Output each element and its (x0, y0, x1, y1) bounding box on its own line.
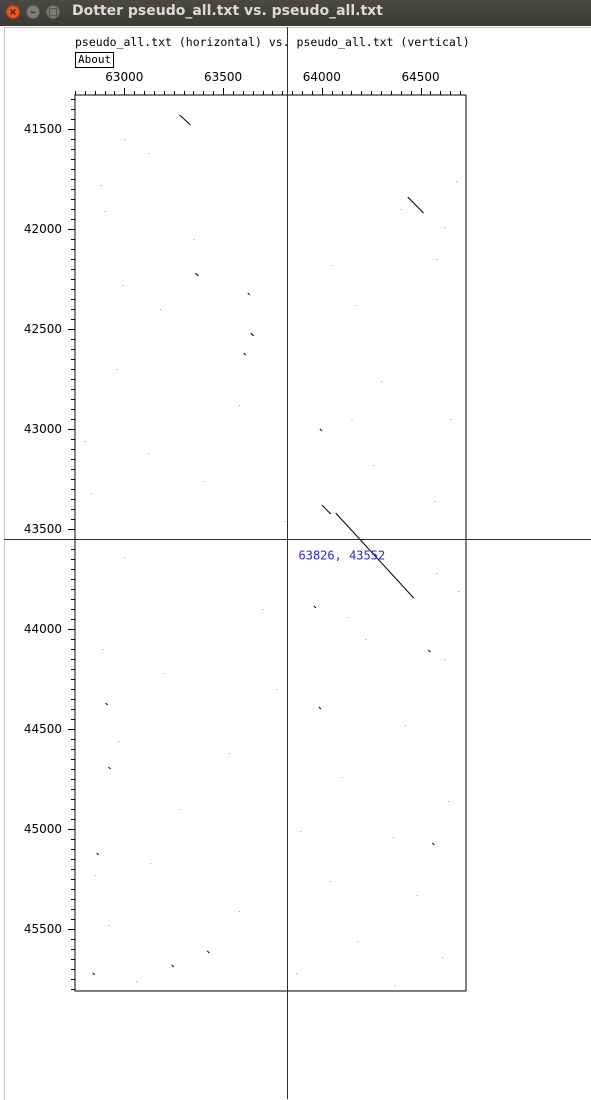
dot-point (84, 441, 86, 442)
dot-point (355, 305, 357, 306)
x-tick-label: 64000 (303, 70, 341, 84)
dot-point (456, 181, 458, 182)
dot-point (373, 465, 375, 466)
dot-point (404, 725, 406, 726)
match-segment (319, 428, 323, 432)
dot-point (347, 617, 349, 618)
match-segment (171, 964, 175, 968)
dot-point (300, 831, 302, 832)
dot-point (108, 925, 110, 926)
dot-point (203, 481, 205, 482)
match-segment (313, 605, 317, 609)
match-segment (243, 352, 247, 356)
dot-point (357, 941, 359, 942)
dot-point (392, 837, 394, 838)
y-tick-label: 41500 (24, 122, 62, 136)
dot-point (296, 973, 298, 974)
y-tick-label: 43000 (24, 422, 62, 436)
sequence-description: pseudo_all.txt (horizontal) vs. pseudo_a… (75, 35, 470, 49)
crosshair-coordinates: 63826, 43552 (299, 549, 386, 563)
dot-point (238, 405, 240, 406)
dot-point (448, 801, 450, 802)
match-segment (206, 950, 210, 954)
dot-point (284, 521, 286, 522)
match-segment (105, 702, 108, 706)
dot-point (104, 211, 106, 212)
x-tick-label: 63500 (204, 70, 242, 84)
dot-point (351, 419, 353, 420)
y-tick-label: 42000 (24, 222, 62, 236)
maximize-icon[interactable]: □ (46, 5, 60, 19)
dot-point (381, 381, 383, 382)
dot-point (262, 609, 264, 610)
dot-point (159, 309, 161, 310)
dot-point (444, 227, 446, 228)
dot-point (434, 501, 436, 502)
close-icon[interactable]: × (6, 5, 20, 19)
match-segment (318, 706, 322, 710)
dot-point (331, 265, 333, 266)
match-segment (96, 852, 100, 856)
match-segment (92, 972, 96, 976)
plot-frame (74, 94, 467, 992)
dot-point (90, 493, 92, 494)
window-title: Dotter pseudo_all.txt vs. pseudo_all.txt (72, 3, 383, 19)
match-segment (432, 842, 435, 846)
match-segment (428, 649, 431, 653)
about-button[interactable]: About (75, 52, 115, 68)
y-tick-label: 42500 (24, 322, 62, 336)
y-tick-label: 43500 (24, 522, 62, 536)
match-segment (321, 504, 332, 515)
y-tick-label: 44500 (24, 722, 62, 736)
dot-point (416, 895, 418, 896)
match-segment (179, 114, 191, 126)
dotplot-panel (4, 27, 591, 1100)
dot-point (136, 981, 138, 982)
dot-point (341, 777, 343, 778)
dot-point (124, 557, 126, 558)
dot-point (118, 741, 120, 742)
y-tick-label: 45000 (24, 822, 62, 836)
dot-point (148, 153, 150, 154)
dot-point (163, 673, 165, 674)
dot-point (450, 419, 452, 420)
dot-point (148, 453, 150, 454)
dot-point (458, 591, 460, 592)
dot-point (444, 659, 446, 660)
dot-point (179, 809, 181, 810)
match-segment (108, 766, 111, 770)
dot-point (238, 911, 240, 912)
match-segment (247, 292, 251, 296)
dot-point (94, 875, 96, 876)
minimize-icon[interactable]: – (26, 5, 40, 19)
dot-point (193, 239, 195, 240)
dot-point (116, 369, 118, 370)
dot-point (102, 649, 104, 650)
dot-point (150, 863, 152, 864)
x-tick-label: 64500 (401, 70, 439, 84)
dot-point (100, 185, 102, 186)
dot-point (442, 957, 444, 958)
dot-point (122, 285, 124, 286)
dot-point (124, 139, 126, 140)
match-segment (195, 272, 199, 277)
match-segment (407, 196, 424, 214)
dot-point (229, 753, 231, 754)
dot-point (365, 639, 367, 640)
y-tick-label: 44000 (24, 622, 62, 636)
match-segment (250, 332, 255, 337)
dot-point (436, 259, 438, 260)
x-tick-label: 63000 (105, 70, 143, 84)
dot-point (400, 209, 402, 210)
dot-point (329, 881, 331, 882)
match-segment (335, 512, 415, 599)
y-tick-label: 45500 (24, 922, 62, 936)
dot-point (436, 573, 438, 574)
dot-point (394, 985, 396, 986)
title-bar: × – □ Dotter pseudo_all.txt vs. pseudo_a… (0, 0, 591, 26)
dot-point (276, 689, 278, 690)
